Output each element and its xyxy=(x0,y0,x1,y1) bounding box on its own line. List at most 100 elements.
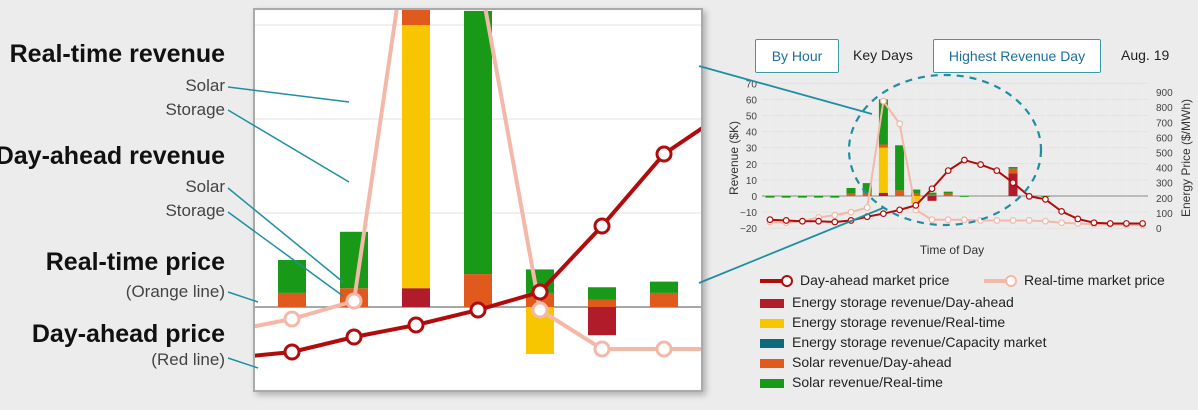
bar-segment-energy-storage-revenue-real-time-h8 xyxy=(878,147,888,193)
legend-bar-swatch xyxy=(760,358,784,368)
rt-price-point-h15 xyxy=(993,217,1001,224)
da-price-point-h20 xyxy=(1074,215,1082,223)
legend-label: Energy storage revenue/Real-time xyxy=(792,314,1006,330)
bar-segment-solar-revenue-real-time-h16 xyxy=(1008,167,1018,169)
label-da-revenue: Day-ahead revenue xyxy=(0,142,225,170)
rt-price-point-h6 xyxy=(847,208,855,216)
legend-item-real-time-market-price[interactable]: Real-time market price xyxy=(984,270,1165,290)
legend-label: Solar revenue/Real-time xyxy=(792,374,943,390)
bar-segment-solar-revenue-real-time-h5 xyxy=(830,196,840,198)
rt-price-point-h9 xyxy=(896,120,903,128)
rt-price-point-h1 xyxy=(766,218,774,226)
legend-item-energy-storage-revenue-capacity-market[interactable]: Energy storage revenue/Capacity market xyxy=(760,332,1046,352)
label-rt-price-note: (Orange line) xyxy=(125,282,225,301)
da-price-point-h3 xyxy=(799,217,806,225)
da-price-point-h23 xyxy=(1122,220,1130,227)
da-price-point-h14 xyxy=(977,161,984,168)
label-rt-solar: Solar xyxy=(185,76,225,95)
y-tick-label: 70 xyxy=(746,79,758,90)
legend-item-energy-storage-revenue-real-time[interactable]: Energy storage revenue/Real-time xyxy=(760,312,1005,332)
y-tick-label: 40 xyxy=(746,128,758,139)
x-axis-title: Time of Day xyxy=(920,243,984,257)
bar-segment-energy-storage-revenue-day-ahead-h8 xyxy=(878,192,888,196)
rt-price-point-h6 xyxy=(283,310,301,328)
rt-price-point-h24 xyxy=(1139,221,1146,229)
legend-label: Energy storage revenue/Day-ahead xyxy=(792,294,1014,310)
rt-price-point-h10 xyxy=(531,301,549,319)
bar-segment-energy-storage-revenue-day-ahead-h11 xyxy=(588,307,616,336)
y2-tick-label: 200 xyxy=(1156,194,1173,205)
da-price-point-h12 xyxy=(655,145,673,163)
legend-bar-swatch xyxy=(760,378,784,388)
rt-price-point-h11 xyxy=(593,340,611,358)
da-price-point-h10 xyxy=(531,283,549,301)
rt-price-point-h14 xyxy=(977,217,984,224)
y-tick-label: 10 xyxy=(746,176,758,187)
bar-segment-solar-revenue-real-time-h6 xyxy=(278,260,306,293)
rt-price-line xyxy=(255,10,701,351)
bar-segment-solar-revenue-real-time-h6 xyxy=(846,187,856,194)
bar-segment-solar-revenue-real-time-h11 xyxy=(588,287,616,300)
da-price-line xyxy=(255,126,701,358)
rt-price-point-h22 xyxy=(1106,220,1114,228)
y2-tick-label: 400 xyxy=(1156,164,1173,175)
label-rt-storage: Storage xyxy=(165,100,225,119)
by-hour-button[interactable]: By Hour xyxy=(755,39,839,73)
bar-segment-solar-revenue-real-time-h4 xyxy=(814,196,824,198)
bar-segment-solar-revenue-day-ahead-h11 xyxy=(588,299,616,307)
date-label: Aug. 19 xyxy=(1121,47,1170,63)
y-tick-label: 0 xyxy=(751,192,757,203)
bar-segment-solar-revenue-day-ahead-h8 xyxy=(402,10,430,25)
da-price-line xyxy=(769,158,1143,225)
rt-price-point-h12 xyxy=(944,216,952,224)
bar-segment-solar-revenue-day-ahead-h11 xyxy=(927,194,937,196)
label-rt-price: Real-time price xyxy=(45,248,225,276)
bar-segment-energy-storage-revenue-day-ahead-h11 xyxy=(927,196,937,201)
label-da-storage: Storage xyxy=(165,201,225,220)
bar-segment-solar-revenue-day-ahead-h16 xyxy=(1008,168,1018,174)
bar-segment-solar-revenue-day-ahead-h6 xyxy=(846,193,856,196)
legend-item-day-ahead-market-price[interactable]: Day-ahead market price xyxy=(760,270,949,290)
label-da-solar: Solar xyxy=(185,177,225,196)
rt-price-point-h18 xyxy=(1041,217,1049,225)
legend-bar-swatch xyxy=(760,298,784,308)
key-days-option[interactable]: Key Days xyxy=(853,47,913,63)
bar-segment-solar-revenue-real-time-h11 xyxy=(927,192,937,195)
bar-segment-solar-revenue-real-time-h18 xyxy=(1040,196,1050,197)
da-price-point-h11 xyxy=(593,217,611,235)
bar-segment-solar-revenue-real-time-h9 xyxy=(895,145,905,191)
legend-line-swatch xyxy=(984,274,1018,288)
da-price-point-h6 xyxy=(847,217,855,224)
bar-segment-energy-storage-revenue-real-time-h8 xyxy=(402,25,430,289)
highest-revenue-day-button[interactable]: Highest Revenue Day xyxy=(933,39,1101,73)
bar-segment-solar-revenue-real-time-h10 xyxy=(911,189,921,194)
legend-label: Day-ahead market price xyxy=(800,272,950,288)
da-price-point-h4 xyxy=(815,217,822,225)
y-tick-label: 20 xyxy=(746,160,758,171)
y-tick-label: 60 xyxy=(746,95,758,106)
da-price-point-h21 xyxy=(1090,219,1098,227)
legend-item-energy-storage-revenue-day-ahead[interactable]: Energy storage revenue/Day-ahead xyxy=(760,292,1014,312)
y2-tick-label: 900 xyxy=(1156,88,1173,99)
label-rt-revenue: Real-time revenue xyxy=(9,40,225,68)
da-price-point-h1 xyxy=(766,216,774,224)
bar-segment-solar-revenue-day-ahead-h12 xyxy=(650,292,678,307)
da-price-point-h17 xyxy=(1025,192,1033,200)
bar-segment-solar-revenue-day-ahead-h10 xyxy=(911,193,921,196)
label-da-price: Day-ahead price xyxy=(31,320,225,348)
rt-price-line xyxy=(769,98,1143,226)
y-axis-title: Revenue ($K) xyxy=(727,121,741,195)
y-tick-label: −20 xyxy=(740,224,757,235)
y2-tick-label: 800 xyxy=(1156,103,1173,114)
legend-item-solar-revenue-day-ahead[interactable]: Solar revenue/Day-ahead xyxy=(760,352,952,372)
rt-price-point-h3 xyxy=(799,217,806,225)
y-tick-label: 50 xyxy=(746,112,758,123)
da-price-point-h24 xyxy=(1139,220,1146,227)
da-price-point-h5 xyxy=(831,218,839,226)
bar-segment-solar-revenue-real-time-h12 xyxy=(943,191,953,194)
bar-segment-solar-revenue-real-time-h13 xyxy=(959,196,969,197)
rt-price-point-h10 xyxy=(912,206,920,214)
da-price-point-h10 xyxy=(912,201,920,209)
legend-item-solar-revenue-real-time[interactable]: Solar revenue/Real-time xyxy=(760,372,943,392)
rt-price-point-h17 xyxy=(1025,217,1033,224)
